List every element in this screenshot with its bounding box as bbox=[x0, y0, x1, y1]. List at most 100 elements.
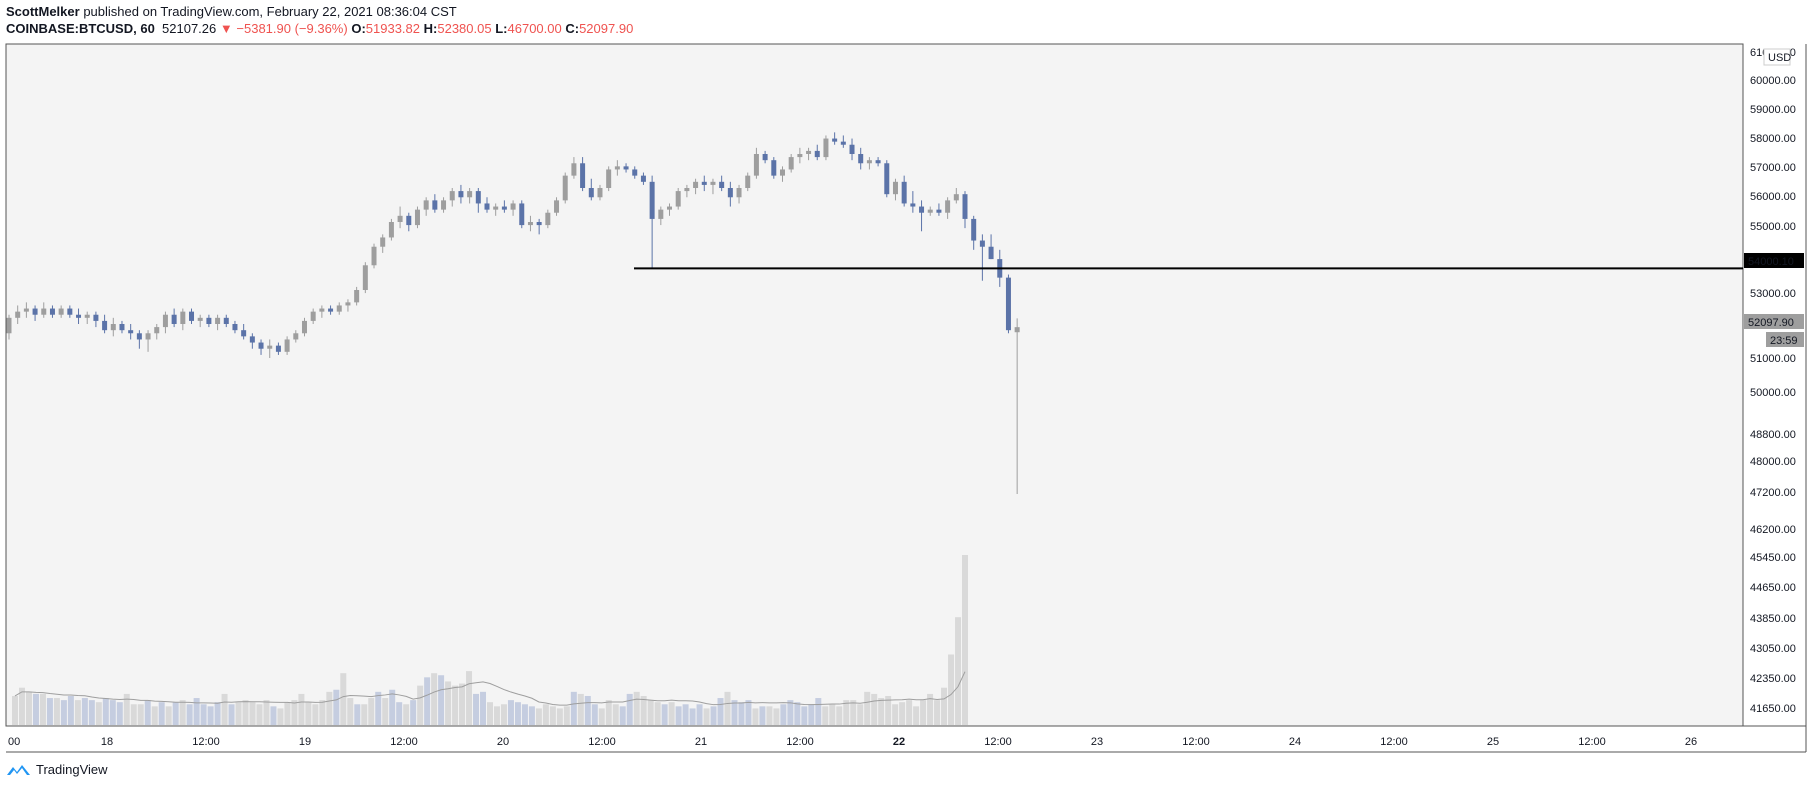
footer[interactable]: TradingView bbox=[6, 762, 108, 777]
volume-bar bbox=[850, 700, 857, 725]
chart-pane[interactable] bbox=[5, 43, 1744, 727]
candle-body bbox=[858, 154, 864, 164]
volume-bar bbox=[361, 704, 368, 725]
candle-body bbox=[562, 175, 568, 201]
volume-bar bbox=[892, 704, 899, 725]
candle bbox=[441, 197, 447, 213]
candle-body bbox=[554, 200, 560, 213]
tradingview-brand[interactable]: TradingView bbox=[36, 762, 108, 777]
price-label-box bbox=[1744, 253, 1804, 268]
candle bbox=[693, 178, 699, 195]
price-label-box bbox=[1744, 314, 1804, 329]
candle bbox=[866, 157, 872, 170]
candle-body bbox=[901, 181, 907, 204]
candle-body bbox=[32, 308, 38, 315]
candle-body bbox=[458, 191, 464, 198]
candle-body bbox=[215, 317, 221, 324]
candle bbox=[371, 243, 377, 269]
volume-bar bbox=[480, 691, 487, 725]
candle-body bbox=[232, 324, 238, 331]
candle-body bbox=[423, 200, 429, 210]
candle-body bbox=[823, 138, 829, 158]
candle bbox=[15, 305, 21, 324]
volume-bar bbox=[277, 708, 284, 725]
time-tick-label: 12:00 bbox=[1578, 736, 1606, 748]
candle bbox=[875, 157, 881, 167]
currency-label: USD bbox=[1768, 52, 1791, 64]
candle-body bbox=[475, 191, 481, 204]
candle-body bbox=[362, 265, 368, 290]
candle-body bbox=[293, 333, 299, 340]
volume-bar bbox=[556, 708, 563, 725]
volume-bar bbox=[703, 708, 710, 725]
candle-body bbox=[693, 181, 699, 188]
candle bbox=[745, 172, 751, 192]
volume-bar bbox=[368, 698, 375, 725]
currency-badge[interactable]: USD bbox=[1763, 48, 1791, 66]
volume-ma-line bbox=[14, 671, 966, 706]
candle-body bbox=[406, 215, 412, 226]
candle-body bbox=[988, 246, 994, 260]
candle-body bbox=[701, 181, 707, 185]
candle-body bbox=[110, 324, 116, 331]
candle bbox=[736, 184, 742, 204]
time-tick-label: 26 bbox=[1685, 736, 1697, 748]
candle-body bbox=[284, 339, 290, 352]
candle bbox=[684, 184, 690, 198]
candle bbox=[162, 311, 168, 334]
volume-bar bbox=[759, 706, 766, 725]
candle-body bbox=[675, 191, 681, 207]
ohlc-line: COINBASE:BTCUSD, 60 52107.26 ▼ −5381.90 … bbox=[6, 20, 633, 37]
candle bbox=[953, 188, 959, 204]
candle bbox=[223, 314, 229, 328]
candle bbox=[32, 305, 38, 321]
candle bbox=[640, 172, 646, 185]
low-label: L: bbox=[495, 21, 508, 36]
volume-bar bbox=[689, 708, 696, 725]
last-price: 52107.26 bbox=[162, 21, 217, 36]
volume-bar bbox=[270, 706, 277, 725]
candle bbox=[571, 157, 577, 179]
candle bbox=[840, 135, 846, 148]
volume-bar bbox=[605, 700, 612, 725]
candle bbox=[128, 324, 134, 340]
time-tick-label: 12:00 bbox=[786, 736, 814, 748]
candle-body bbox=[154, 327, 160, 334]
volume-bar bbox=[829, 704, 836, 725]
candle bbox=[580, 157, 586, 192]
candle bbox=[901, 175, 907, 207]
volume-bar bbox=[920, 700, 927, 725]
volume-bar bbox=[773, 708, 780, 725]
candle bbox=[606, 166, 612, 192]
volume-bar bbox=[263, 700, 270, 725]
time-axis[interactable]: 00 18 12:00 19 12:00 20 12:00 21 12:00 22 12:00 23 1… bbox=[8, 736, 1697, 748]
volume-bar bbox=[18, 687, 25, 725]
candle bbox=[110, 317, 116, 337]
candle-body bbox=[15, 311, 21, 318]
candle bbox=[336, 302, 342, 315]
volume-bar bbox=[165, 706, 172, 725]
price-axis[interactable]: 61000.0060000.0059000.0058000.0057000.00… bbox=[1750, 47, 1796, 715]
candle bbox=[632, 166, 638, 179]
volume-bar bbox=[221, 693, 228, 725]
candle bbox=[310, 308, 316, 324]
volume-bar bbox=[88, 700, 95, 725]
candle-body bbox=[1005, 277, 1011, 331]
time-tick-label: 24 bbox=[1289, 736, 1301, 748]
volume-bar bbox=[822, 706, 829, 725]
volume-bar bbox=[452, 685, 459, 725]
candle-body bbox=[128, 330, 134, 334]
candle bbox=[354, 286, 360, 306]
candle-body bbox=[953, 194, 959, 201]
volume-bar bbox=[305, 702, 312, 725]
candle-body bbox=[223, 317, 229, 324]
candle bbox=[493, 203, 499, 216]
volume-bar bbox=[948, 654, 955, 725]
candle bbox=[701, 175, 707, 192]
time-tick-label: 23 bbox=[1091, 736, 1103, 748]
price-tick-label: 59000.00 bbox=[1750, 104, 1796, 116]
author-name[interactable]: ScottMelker bbox=[6, 4, 80, 19]
candle bbox=[189, 308, 195, 324]
candle bbox=[467, 188, 473, 204]
